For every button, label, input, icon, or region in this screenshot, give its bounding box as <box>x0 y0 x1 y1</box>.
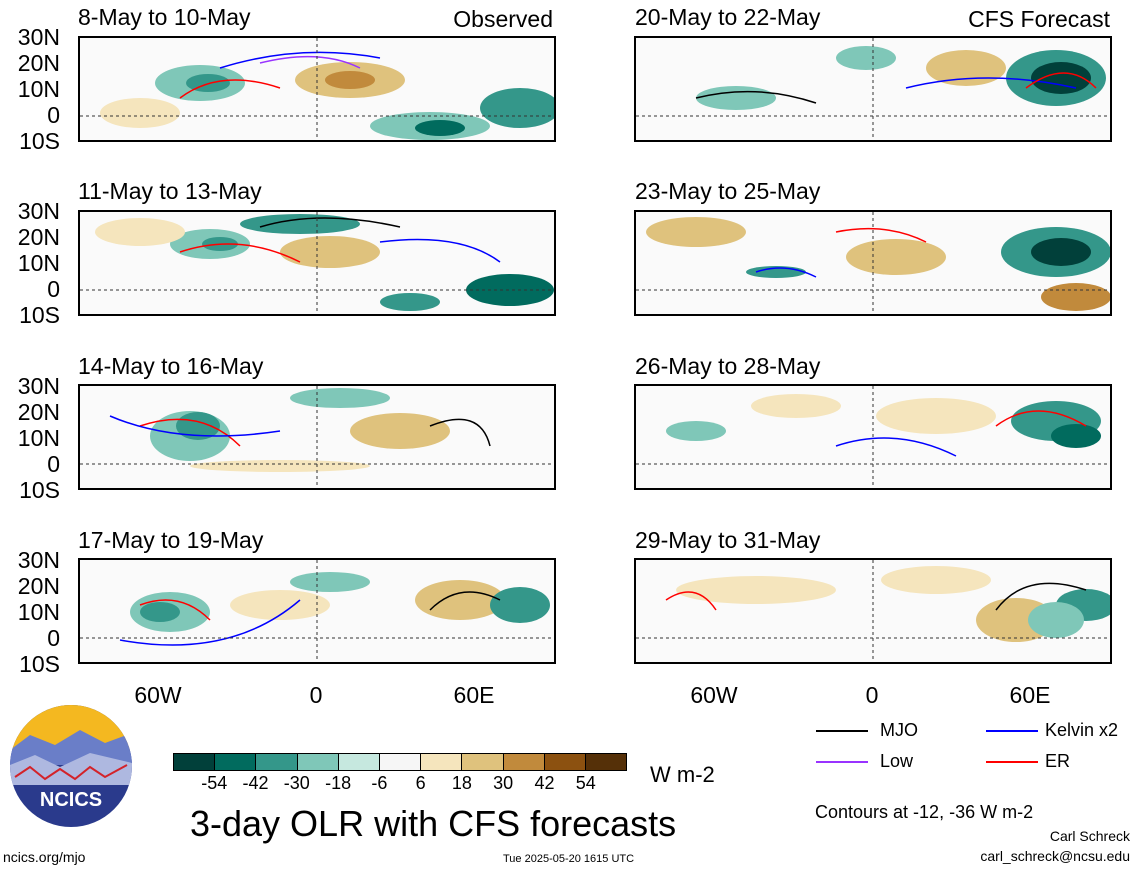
colorbar-units: W m-2 <box>650 762 715 787</box>
panel-4-title: 17-May to 19-May <box>78 527 264 553</box>
colorbar-tick-label: -54 <box>201 773 228 793</box>
colorbar-swatch <box>174 754 215 770</box>
colorbar-tick-label: 6 <box>415 773 426 793</box>
colorbar-tick-label: 42 <box>534 773 555 793</box>
legend-er-label: ER <box>1045 751 1071 771</box>
y-tick-label: 0 <box>47 276 60 302</box>
y-tick-label: 0 <box>47 625 60 651</box>
legend-mjo-line <box>816 730 868 732</box>
map-panel-7 <box>634 384 1112 490</box>
map-panel-6 <box>634 210 1112 316</box>
email: carl_schreck@ncsu.edu <box>980 848 1130 864</box>
map-panel-4 <box>78 558 556 664</box>
y-tick-label: 10N <box>17 76 60 102</box>
cfs-forecast-label: CFS Forecast <box>968 6 1110 32</box>
colorbar-swatch <box>337 754 379 770</box>
legend-low-label: Low <box>880 751 914 771</box>
colorbar <box>173 753 627 771</box>
x-tick-label: 60E <box>1009 682 1051 708</box>
y-tick-label: 20N <box>17 399 60 425</box>
colorbar-swatch <box>378 754 421 770</box>
timestamp: Tue 2025-05-20 1615 UTC <box>503 853 635 865</box>
panel-1-title: 8-May to 10-May <box>78 4 251 30</box>
legend-kelvin-label: Kelvin x2 <box>1045 720 1119 740</box>
panel-8-title: 29-May to 31-May <box>635 527 821 553</box>
author: Carl Schreck <box>1049 828 1130 844</box>
colorbar-swatch <box>420 754 462 770</box>
x-tick-label: 0 <box>309 682 323 708</box>
y-tick-label: 10N <box>17 599 60 625</box>
colorbar-swatch <box>584 754 627 770</box>
map-panel-1 <box>78 36 556 142</box>
map-panel-8 <box>634 558 1112 664</box>
map-panel-3 <box>78 384 556 490</box>
x-tick-label: 60E <box>453 682 495 708</box>
y-tick-label: 30N <box>17 198 60 224</box>
legend-kelvin-line <box>986 730 1038 732</box>
contours-note: Contours at -12, -36 W m-2 <box>815 802 1034 822</box>
legend-low-line <box>816 761 868 763</box>
y-tick-label: 30N <box>17 24 60 50</box>
y-tick-label: 10S <box>19 477 60 503</box>
y-tick-label: 10N <box>17 250 60 276</box>
ncics-logo: NCICS <box>10 705 132 827</box>
y-tick-label: 10S <box>19 651 60 677</box>
y-tick-label: 0 <box>47 451 60 477</box>
colorbar-swatch <box>502 754 544 770</box>
x-tick-label: 0 <box>865 682 879 708</box>
y-tick-label: 10S <box>19 128 60 154</box>
colorbar-tick-label: -42 <box>242 773 269 793</box>
colorbar-swatch <box>255 754 297 770</box>
colorbar-tick-label: -30 <box>283 773 310 793</box>
logo-text: NCICS <box>39 789 103 811</box>
colorbar-tick-label: 18 <box>451 773 472 793</box>
x-tick-label: 60W <box>690 682 738 708</box>
y-tick-label: 0 <box>47 102 60 128</box>
map-panel-5 <box>634 36 1112 142</box>
y-tick-label: 20N <box>17 224 60 250</box>
y-tick-label: 20N <box>17 573 60 599</box>
y-tick-label: 10S <box>19 302 60 328</box>
colorbar-tick-label: -6 <box>371 773 388 793</box>
panel-5-title: 20-May to 22-May <box>635 4 821 30</box>
colorbar-swatch <box>214 754 256 770</box>
colorbar-tick-label: 30 <box>493 773 514 793</box>
y-tick-label: 30N <box>17 547 60 573</box>
map-panel-2 <box>78 210 556 316</box>
panel-2-title: 11-May to 13-May <box>78 178 262 204</box>
panel-3-title: 14-May to 16-May <box>78 353 264 379</box>
x-tick-label: 60W <box>134 682 182 708</box>
legend-mjo-label: MJO <box>880 720 918 740</box>
y-tick-label: 30N <box>17 373 60 399</box>
colorbar-swatch <box>296 754 338 770</box>
panel-7-title: 26-May to 28-May <box>635 353 821 379</box>
observed-label: Observed <box>453 6 553 32</box>
y-tick-label: 10N <box>17 425 60 451</box>
colorbar-swatch <box>461 754 503 770</box>
colorbar-tick-label: -18 <box>325 773 352 793</box>
website-url: ncics.org/mjo <box>3 849 86 865</box>
main-title: 3-day OLR with CFS forecasts <box>190 803 677 844</box>
colorbar-swatch <box>543 754 585 770</box>
legend-er-line <box>986 761 1038 763</box>
y-tick-label: 20N <box>17 50 60 76</box>
panel-6-title: 23-May to 25-May <box>635 178 821 204</box>
colorbar-tick-label: 54 <box>575 773 596 793</box>
